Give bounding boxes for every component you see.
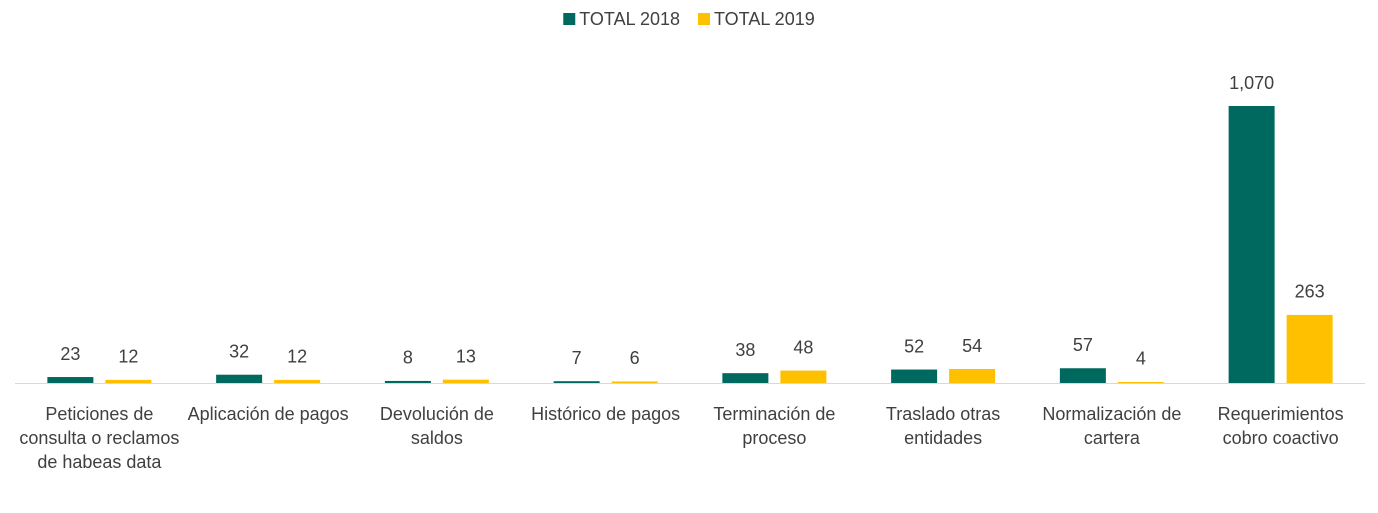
data-label: 1,070 [1229, 73, 1274, 93]
x-tick-label: Histórico de pagos [531, 404, 681, 424]
data-label: 48 [793, 337, 813, 357]
data-label: 57 [1073, 335, 1093, 355]
legend-swatch [563, 13, 576, 25]
data-label: 12 [118, 347, 138, 367]
x-tick-label: Peticiones de consulta o reclamos de hab… [19, 404, 180, 472]
legend-label: TOTAL 2018 [579, 9, 680, 29]
data-label: 52 [904, 336, 924, 356]
bar [216, 374, 263, 383]
bar [1117, 381, 1164, 383]
bar [47, 377, 94, 383]
data-label: 32 [229, 341, 249, 361]
data-label: 6 [630, 348, 640, 368]
bar [553, 381, 600, 383]
data-label: 7 [572, 348, 582, 368]
legend-label: TOTAL 2019 [714, 9, 815, 29]
x-tick-label: Normalización de cartera [1042, 404, 1182, 448]
data-label: 13 [456, 346, 476, 366]
bar [274, 379, 321, 383]
x-tick-label: Requerimientos cobro coactivo [1217, 404, 1344, 448]
x-tick-label: Traslado otras entidades [885, 404, 1001, 448]
data-label: 12 [287, 347, 307, 367]
bar [442, 379, 489, 383]
bar [891, 369, 938, 383]
data-label: 23 [60, 344, 80, 364]
bar [105, 379, 152, 383]
x-tick-label: Devolución de saldos [379, 404, 494, 448]
bar [780, 370, 827, 383]
bar [722, 373, 769, 383]
legend-swatch [698, 13, 710, 25]
bar [384, 380, 431, 383]
bar [1286, 314, 1333, 383]
data-label: 4 [1136, 349, 1146, 369]
data-label: 8 [403, 348, 413, 368]
bar [949, 369, 996, 383]
x-tick-label: Terminación de proceso [713, 404, 836, 448]
bar [1059, 368, 1106, 383]
bar [1228, 106, 1275, 383]
x-tick-label: Aplicación de pagos [187, 404, 349, 424]
data-label: 54 [962, 336, 982, 356]
bar [611, 381, 658, 383]
data-label: 263 [1295, 282, 1325, 302]
data-label: 38 [735, 340, 755, 360]
